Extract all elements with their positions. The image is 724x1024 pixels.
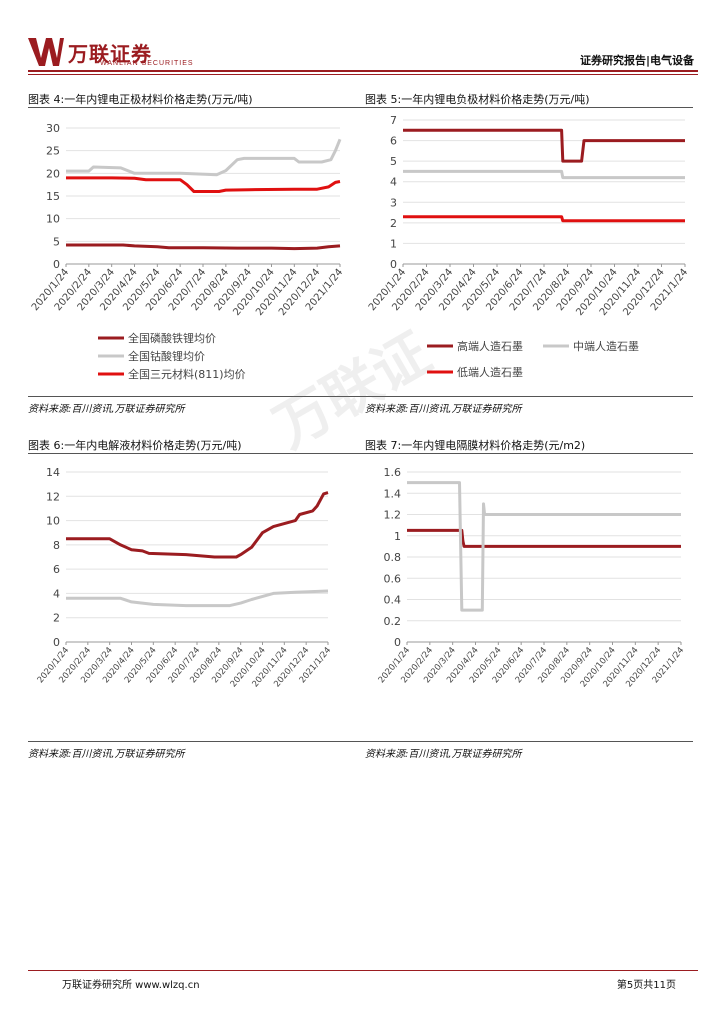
y-tick-label: 4 (390, 176, 397, 189)
series-line (407, 528, 681, 548)
report-category: 证券研究报告|电气设备 (579, 54, 694, 67)
legend-label: 高端人造石墨 (457, 339, 523, 353)
y-tick-label: 0.8 (384, 551, 402, 564)
y-tick-label: 0 (394, 636, 401, 649)
series-line (403, 128, 685, 163)
y-tick-label: 6 (53, 563, 60, 576)
y-tick-label: 4 (53, 587, 60, 600)
series-line (66, 491, 329, 559)
brand-name: 万联证券 (68, 42, 152, 66)
legend-label: 全国三元材料(811)均价 (128, 367, 246, 381)
separator-price-chart: 00.20.40.60.811.21.41.62020/1/242020/2/2… (377, 466, 687, 689)
y-tick-label: 10 (46, 213, 60, 226)
y-tick-label: 25 (46, 145, 60, 158)
cathode-price-chart: 0510152025302020/1/242020/2/242020/3/242… (30, 122, 345, 381)
series-line (66, 176, 341, 193)
y-tick-label: 1 (394, 530, 401, 543)
y-tick-label: 3 (390, 196, 397, 209)
series-line (407, 481, 681, 612)
header-rule (28, 70, 698, 72)
y-tick-label: 0 (53, 636, 60, 649)
legend-label: 全国磷酸铁锂均价 (128, 331, 216, 345)
series-line (66, 243, 341, 251)
y-tick-label: 0.6 (384, 572, 402, 585)
source-note-5: 资料来源:百川资讯,万联证券研究所 (365, 404, 522, 415)
y-tick-label: 0.4 (384, 594, 402, 607)
legend-label: 低端人造石墨 (457, 365, 523, 379)
source-note-6: 资料来源:百川资讯,万联证券研究所 (28, 749, 185, 760)
footer-firm: 万联证券研究所 www.wlzq.cn (62, 980, 200, 991)
y-tick-label: 6 (390, 135, 397, 148)
y-tick-label: 14 (46, 466, 60, 479)
series-line (66, 589, 329, 608)
y-tick-label: 1.2 (384, 509, 402, 522)
source-note-4: 资料来源:百川资讯,万联证券研究所 (28, 404, 185, 415)
y-tick-label: 1.4 (384, 487, 402, 500)
panel-bottom-rule (28, 396, 693, 397)
brand-logo-icon (28, 38, 64, 66)
panel-bottom-rule (28, 741, 693, 742)
y-tick-label: 15 (46, 190, 60, 203)
electrolyte-price-chart: 024681012142020/1/242020/2/242020/3/2420… (36, 466, 334, 689)
series-line (403, 169, 685, 180)
figure-title-4: 图表 4:一年内锂电正极材料价格走势(万元/吨) (28, 93, 253, 106)
y-tick-label: 0 (390, 258, 397, 271)
legend-label: 中端人造石墨 (573, 339, 639, 353)
y-tick-label: 1 (390, 237, 397, 250)
brand-name-en: WANLIAN SECURITIES (100, 60, 194, 67)
figure-title-5: 图表 5:一年内锂电负极材料价格走势(万元/吨) (365, 93, 590, 106)
figure-title-7: 图表 7:一年内锂电隔膜材料价格走势(元/m2) (365, 439, 586, 452)
page-number: 第5页共11页 (616, 980, 676, 991)
header-rule-thin (28, 74, 698, 75)
y-tick-label: 2 (390, 217, 397, 230)
panel-top-rule (28, 107, 693, 108)
legend-label: 全国钴酸锂均价 (128, 349, 205, 363)
anode-price-chart: 012345672020/1/242020/2/242020/3/242020/… (367, 114, 690, 379)
y-tick-label: 20 (46, 167, 60, 180)
y-tick-label: 0 (53, 258, 60, 271)
y-tick-label: 10 (46, 515, 60, 528)
y-tick-label: 2 (53, 612, 60, 625)
y-tick-label: 0.2 (384, 615, 402, 628)
y-tick-label: 1.6 (384, 466, 402, 479)
series-line (403, 215, 685, 223)
y-tick-label: 5 (390, 155, 397, 168)
panel-top-rule (28, 453, 693, 454)
footer-rule (28, 970, 698, 971)
y-tick-label: 8 (53, 539, 60, 552)
y-tick-label: 30 (46, 122, 60, 135)
series-line (66, 138, 342, 177)
y-tick-label: 12 (46, 490, 60, 503)
source-note-7: 资料来源:百川资讯,万联证券研究所 (365, 749, 522, 760)
y-tick-label: 5 (53, 235, 60, 248)
y-tick-label: 7 (390, 114, 397, 127)
figure-title-6: 图表 6:一年内电解液材料价格走势(万元/吨) (28, 439, 242, 452)
